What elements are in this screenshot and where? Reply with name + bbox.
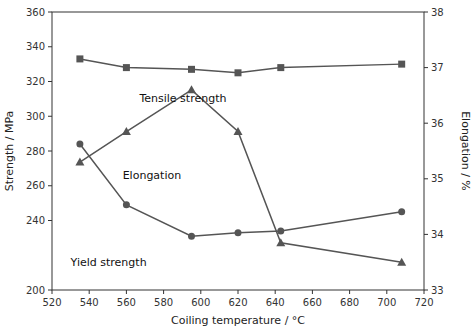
series-marker [398, 61, 405, 68]
series-marker [276, 238, 285, 246]
series-marker [76, 141, 83, 148]
x-tick-label: 700 [377, 297, 396, 308]
y2-tick [424, 290, 428, 291]
x-tick [275, 290, 276, 294]
series-marker [122, 127, 131, 135]
x-tick-label: 580 [154, 297, 173, 308]
x-tick-label: 620 [228, 297, 247, 308]
x-tick-label: 520 [42, 297, 61, 308]
y-tick [48, 116, 52, 117]
y2-tick-label: 34 [431, 229, 444, 240]
y2-tick-label: 36 [431, 118, 444, 129]
y-tick-label: 200 [26, 285, 45, 296]
y-tick-label: 280 [26, 146, 45, 157]
x-tick [424, 290, 425, 294]
y2-tick [424, 123, 428, 124]
x-tick-label: 600 [191, 297, 210, 308]
series-marker [75, 158, 84, 166]
y2-tick-label: 38 [431, 7, 444, 18]
y-tick [48, 81, 52, 82]
chart-container: 520 540 560 580 600 620 640 660 680 700 720 200 240 2… [0, 0, 474, 332]
x-tick-label: 720 [414, 297, 433, 308]
series-marker [123, 201, 130, 208]
series-line [80, 144, 402, 236]
series-marker [234, 127, 243, 135]
y2-tick [424, 178, 428, 179]
series-marker [188, 233, 195, 240]
y2-axis-label: Elongation / % [459, 111, 472, 191]
y-tick-label: 320 [26, 76, 45, 87]
x-tick-label: 680 [340, 297, 359, 308]
series-marker [123, 64, 130, 71]
x-tick [163, 290, 164, 294]
y-tick [48, 151, 52, 152]
y2-tick-label: 35 [431, 173, 444, 184]
x-tick [200, 290, 201, 294]
plot-frame [52, 12, 424, 290]
y2-tick [424, 12, 428, 13]
series-marker [188, 66, 195, 73]
x-tick [52, 290, 53, 294]
x-tick-label: 540 [80, 297, 99, 308]
annotation: Elongation [123, 169, 182, 182]
x-tick-label: 640 [266, 297, 285, 308]
y-tick [48, 46, 52, 47]
y-tick [48, 290, 52, 291]
series-marker [235, 229, 242, 236]
annotation: Yield strength [70, 256, 147, 269]
y-tick-label: 340 [26, 41, 45, 52]
y-tick-label: 360 [26, 7, 45, 18]
y-tick-label: 300 [26, 111, 45, 122]
series-marker [76, 55, 83, 62]
x-tick [89, 290, 90, 294]
x-tick-label: 660 [303, 297, 322, 308]
x-tick [238, 290, 239, 294]
series-marker [277, 64, 284, 71]
y-tick [48, 12, 52, 13]
series-marker [277, 227, 284, 234]
annotation: Tensile strength [138, 92, 226, 105]
x-axis-label: Coiling temperature / °C [171, 314, 305, 327]
series-line [80, 90, 402, 262]
y-tick [48, 220, 52, 221]
y-tick-label: 260 [26, 180, 45, 191]
y2-tick-label: 33 [431, 285, 444, 296]
y-tick [48, 185, 52, 186]
series-marker [397, 258, 406, 266]
chart: 520 540 560 580 600 620 640 660 680 700 720 200 240 2… [0, 0, 474, 332]
x-tick [126, 290, 127, 294]
y-tick-label: 240 [26, 215, 45, 226]
x-tick [312, 290, 313, 294]
y-axis-label: Strength / MPa [3, 111, 16, 192]
x-tick-label: 560 [117, 297, 136, 308]
y2-tick [424, 67, 428, 68]
series-marker [235, 69, 242, 76]
x-tick [349, 290, 350, 294]
y2-tick-label: 37 [431, 62, 444, 73]
data-group [75, 55, 406, 265]
y2-tick [424, 234, 428, 235]
series-marker [398, 208, 405, 215]
x-tick [386, 290, 387, 294]
